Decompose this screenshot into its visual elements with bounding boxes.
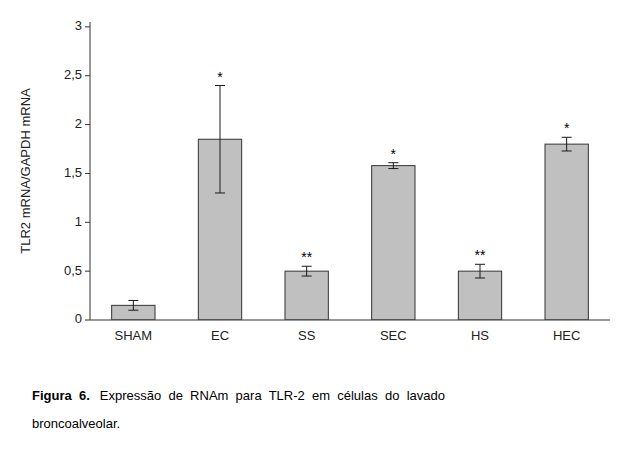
error-bar-stem xyxy=(566,137,567,151)
error-bar-stem xyxy=(480,264,481,278)
x-tick-label: SHAM xyxy=(115,328,153,343)
error-bar-cap xyxy=(302,266,312,267)
error-bar-cap xyxy=(388,162,398,163)
y-tick-label: 0,5 xyxy=(64,263,82,278)
significance-marker: * xyxy=(564,120,570,136)
significance-marker: ** xyxy=(475,247,486,263)
y-tick-label: 2,5 xyxy=(64,67,82,82)
significance-marker: * xyxy=(391,146,397,162)
error-bar xyxy=(388,163,398,169)
error-bar-cap xyxy=(388,168,398,169)
x-tick-label: HS xyxy=(471,328,489,343)
x-tick-label: SS xyxy=(298,328,316,343)
y-axis-label: TLR2 mRNA/GAPDH mRNA xyxy=(18,88,33,254)
bar xyxy=(545,144,588,320)
significance-marker: * xyxy=(217,69,223,85)
y-tick xyxy=(85,26,90,27)
bar xyxy=(285,271,328,320)
error-bar-cap xyxy=(475,277,485,278)
y-tick-label: 0 xyxy=(75,311,82,326)
y-tick-label: 1,5 xyxy=(64,165,82,180)
y-tick-label: 1 xyxy=(75,214,82,229)
bars xyxy=(112,86,589,320)
error-bar-cap xyxy=(302,276,312,277)
y-axis: 0 0,5 1 1,5 2 2,5 3 xyxy=(64,18,90,326)
error-bar-cap xyxy=(215,192,225,193)
y-tick xyxy=(85,75,90,76)
x-tick-label: HEC xyxy=(553,328,580,343)
x-tick-label: SEC xyxy=(380,328,407,343)
y-tick-label: 2 xyxy=(75,116,82,131)
error-bar-stem xyxy=(133,300,134,310)
y-tick xyxy=(85,271,90,272)
caption-text: Expressão de RNAm para TLR-2 em células … xyxy=(100,388,445,403)
error-bar xyxy=(475,264,485,278)
x-tick-label: EC xyxy=(211,328,229,343)
error-bar xyxy=(562,137,572,151)
error-bar-stem xyxy=(220,86,221,193)
error-bar xyxy=(302,266,312,276)
caption: Figura 6. Expressão de RNAm para TLR-2 em… xyxy=(32,388,445,431)
error-bar xyxy=(128,300,138,310)
error-bar-cap xyxy=(128,300,138,301)
error-bar-cap xyxy=(475,264,485,265)
y-tick xyxy=(85,124,90,125)
error-bar-cap xyxy=(562,150,572,151)
error-bar-stem xyxy=(393,163,394,169)
significance-marker: ** xyxy=(301,249,312,265)
annotations: ******* xyxy=(217,69,570,266)
y-tick xyxy=(85,222,90,223)
y-tick xyxy=(85,173,90,174)
error-bar-stem xyxy=(306,266,307,276)
error-bar xyxy=(215,86,225,193)
caption-bold: Figura 6. xyxy=(32,388,90,403)
y-axis-line xyxy=(90,22,91,320)
error-bar-cap xyxy=(215,85,225,86)
error-bar-cap xyxy=(562,137,572,138)
y-tick xyxy=(85,320,90,321)
x-axis-line xyxy=(90,320,610,321)
chart: 00,511,522,53TLR2 mRNA/GAPDH mRNA*******… xyxy=(0,0,630,467)
error-bar-cap xyxy=(128,310,138,311)
bar xyxy=(458,271,501,320)
caption-line2: broncoalveolar. xyxy=(32,416,120,431)
bar xyxy=(372,166,415,320)
y-tick-label: 3 xyxy=(75,18,82,33)
x-axis: SHAM EC SS SEC HS HEC xyxy=(90,320,610,343)
